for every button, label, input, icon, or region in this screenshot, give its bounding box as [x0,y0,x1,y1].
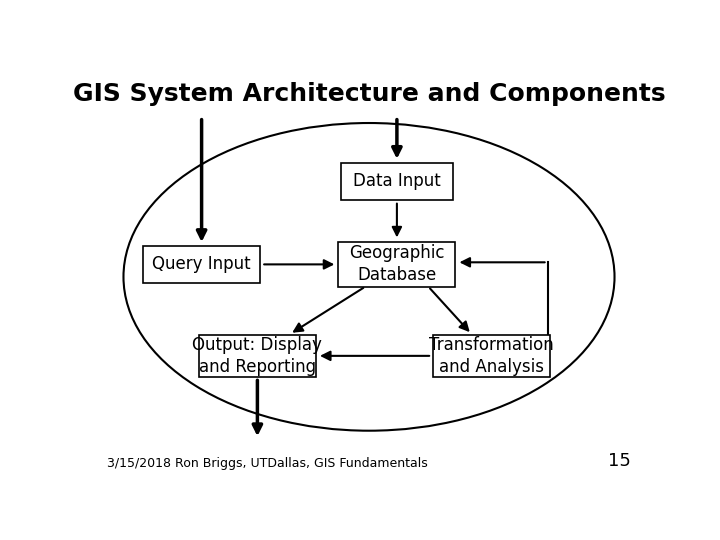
Bar [341,163,453,200]
Text: Data Input: Data Input [353,172,441,190]
Text: GIS System Architecture and Components: GIS System Architecture and Components [73,82,665,106]
Text: Geographic
Database: Geographic Database [349,244,445,285]
Bar [143,246,260,283]
Text: Transformation
and Analysis: Transformation and Analysis [429,336,554,376]
Text: 3/15/2018 Ron Briggs, UTDallas, GIS Fundamentals: 3/15/2018 Ron Briggs, UTDallas, GIS Fund… [107,457,428,470]
Bar [433,335,550,377]
Bar [199,335,316,377]
Bar [338,241,456,287]
Text: 15: 15 [608,452,631,470]
Text: Output: Display
and Reporting: Output: Display and Reporting [192,336,323,376]
Text: Query Input: Query Input [153,255,251,273]
